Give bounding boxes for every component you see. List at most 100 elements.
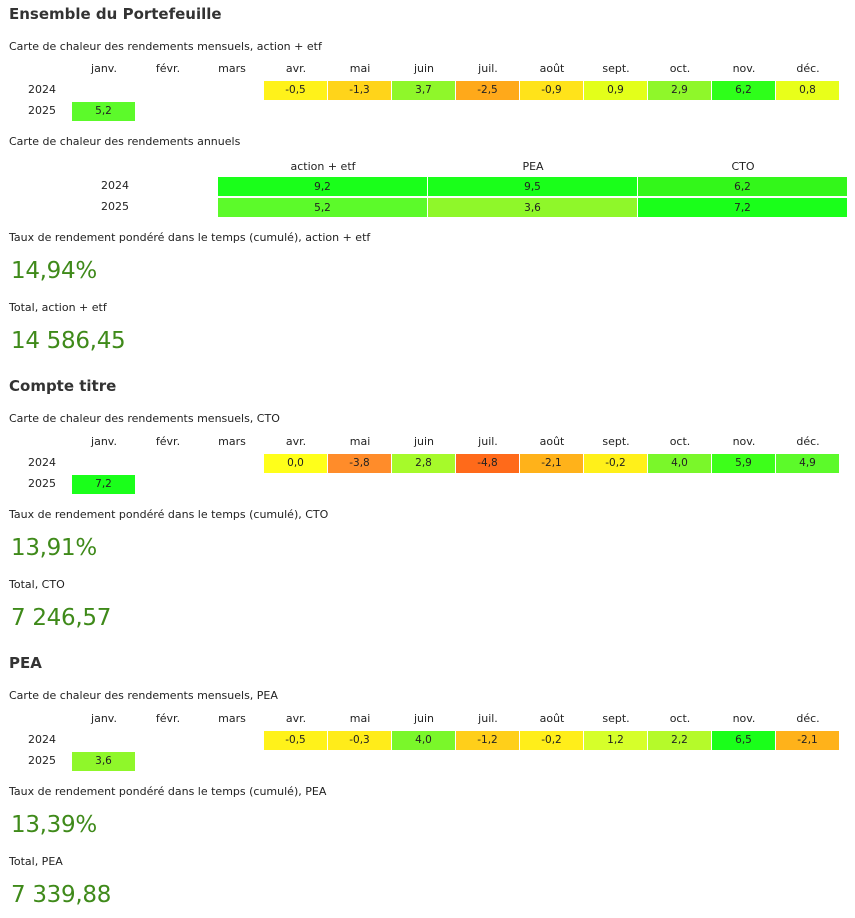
section-title-pea: PEA <box>9 654 42 672</box>
heatmap-cell: -2,1 <box>520 454 584 473</box>
section-title-portfolio: Ensemble du Portefeuille <box>9 5 222 23</box>
heatmap-cell: -4,8 <box>456 454 520 473</box>
heatmap-cell: 5,2 <box>72 102 136 121</box>
heatmap-cell: -2,5 <box>456 81 520 100</box>
month-header: mai <box>349 62 371 75</box>
annual-year-label: 2024 <box>101 179 129 192</box>
month-header: mars <box>218 435 246 448</box>
total-caption-pea: Total, PEA <box>9 855 63 868</box>
month-header: juil. <box>478 62 498 75</box>
month-header: juin <box>413 712 435 725</box>
heatmap-cell: -0,5 <box>264 81 328 100</box>
month-header: juil. <box>478 435 498 448</box>
annual-year-label: 2025 <box>101 200 129 213</box>
heatmap-cell: -3,8 <box>328 454 392 473</box>
month-header: août <box>539 62 565 75</box>
annual-heatmap-cell: 3,6 <box>428 198 638 218</box>
month-header: mars <box>218 712 246 725</box>
month-header: avr. <box>285 712 307 725</box>
heatmap-cell: -0,2 <box>520 731 584 750</box>
heatmap-cell: 5,9 <box>712 454 776 473</box>
heatmap-cell: 2,8 <box>392 454 456 473</box>
annual-heatmap: action + etf PEA CTO 2024 9,2 9,5 6,2 2025 5,2 3,… <box>0 156 855 222</box>
month-header: févr. <box>155 435 181 448</box>
month-header: août <box>539 712 565 725</box>
monthly-heatmap-all: janv. févr. mars avr. mai juin juil. août sept. o… <box>0 62 855 124</box>
twr-caption-all: Taux de rendement pondéré dans le temps … <box>9 231 371 244</box>
twr-value-cto: 13,91% <box>11 535 97 561</box>
twr-value-pea: 13,39% <box>11 812 97 838</box>
month-header: juin <box>413 435 435 448</box>
annual-column-header: action + etf <box>290 160 356 173</box>
total-value-pea: 7 339,88 <box>11 882 112 908</box>
month-header: févr. <box>155 712 181 725</box>
month-header: nov. <box>732 712 756 725</box>
heatmap-cell: 0,9 <box>584 81 648 100</box>
annual-column-header: CTO <box>731 160 755 173</box>
month-header: déc. <box>796 435 820 448</box>
twr-caption-cto: Taux de rendement pondéré dans le temps … <box>9 508 329 521</box>
monthly-heatmap-cto: janv. févr. mars avr. mai juin juil. août sept. o… <box>0 435 855 497</box>
month-header: mai <box>349 435 371 448</box>
twr-value-all: 14,94% <box>11 258 97 284</box>
month-header: janv. <box>91 435 117 448</box>
month-header: oct. <box>669 435 691 448</box>
heatmap-cell: -1,3 <box>328 81 392 100</box>
month-header: nov. <box>732 435 756 448</box>
heatmap-cell: 4,9 <box>776 454 840 473</box>
heatmap-cell: 4,0 <box>392 731 456 750</box>
heatmap-cell: 3,7 <box>392 81 456 100</box>
year-label: 2025 <box>28 477 56 490</box>
year-label: 2024 <box>28 83 56 96</box>
heatmap-cell: 6,2 <box>712 81 776 100</box>
month-header: août <box>539 435 565 448</box>
month-header: déc. <box>796 62 820 75</box>
heatmap-cell: 0,8 <box>776 81 840 100</box>
section-title-cto: Compte titre <box>9 377 117 395</box>
month-header: sept. <box>602 712 630 725</box>
month-header: sept. <box>602 62 630 75</box>
month-header: mai <box>349 712 371 725</box>
month-header: déc. <box>796 712 820 725</box>
heatmap-cell: -2,1 <box>776 731 840 750</box>
monthly-heatmap-caption-pea: Carte de chaleur des rendements mensuels… <box>9 689 278 702</box>
year-label: 2025 <box>28 104 56 117</box>
annual-heatmap-cell: 5,2 <box>218 198 428 218</box>
annual-heatmap-cell: 7,2 <box>638 198 848 218</box>
monthly-heatmap-pea: janv. févr. mars avr. mai juin juil. août sept. o… <box>0 712 855 774</box>
month-header: nov. <box>732 62 756 75</box>
total-value-all: 14 586,45 <box>11 328 126 354</box>
annual-heatmap-cell: 6,2 <box>638 177 848 197</box>
month-header: oct. <box>669 712 691 725</box>
heatmap-cell: -1,2 <box>456 731 520 750</box>
annual-heatmap-cell: 9,5 <box>428 177 638 197</box>
heatmap-cell: 3,6 <box>72 752 136 771</box>
twr-caption-pea: Taux de rendement pondéré dans le temps … <box>9 785 327 798</box>
heatmap-cell: -0,2 <box>584 454 648 473</box>
heatmap-cell: -0,5 <box>264 731 328 750</box>
total-value-cto: 7 246,57 <box>11 605 112 631</box>
month-header: janv. <box>91 62 117 75</box>
month-header: avr. <box>285 435 307 448</box>
month-header: juil. <box>478 712 498 725</box>
monthly-heatmap-caption: Carte de chaleur des rendements mensuels… <box>9 40 322 53</box>
heatmap-cell: 7,2 <box>72 475 136 494</box>
month-header: sept. <box>602 435 630 448</box>
annual-heatmap-cell: 9,2 <box>218 177 428 197</box>
total-caption-all: Total, action + etf <box>9 301 107 314</box>
heatmap-cell: 2,9 <box>648 81 712 100</box>
heatmap-cell: -0,3 <box>328 731 392 750</box>
total-caption-cto: Total, CTO <box>9 578 65 591</box>
month-header: juin <box>413 62 435 75</box>
year-label: 2025 <box>28 754 56 767</box>
month-header: oct. <box>669 62 691 75</box>
month-header: janv. <box>91 712 117 725</box>
month-header: févr. <box>155 62 181 75</box>
month-header: avr. <box>285 62 307 75</box>
heatmap-cell: 2,2 <box>648 731 712 750</box>
month-header: mars <box>218 62 246 75</box>
annual-heatmap-caption: Carte de chaleur des rendements annuels <box>9 135 241 148</box>
heatmap-cell: 0,0 <box>264 454 328 473</box>
annual-column-header: PEA <box>522 160 544 173</box>
monthly-heatmap-caption-cto: Carte de chaleur des rendements mensuels… <box>9 412 280 425</box>
